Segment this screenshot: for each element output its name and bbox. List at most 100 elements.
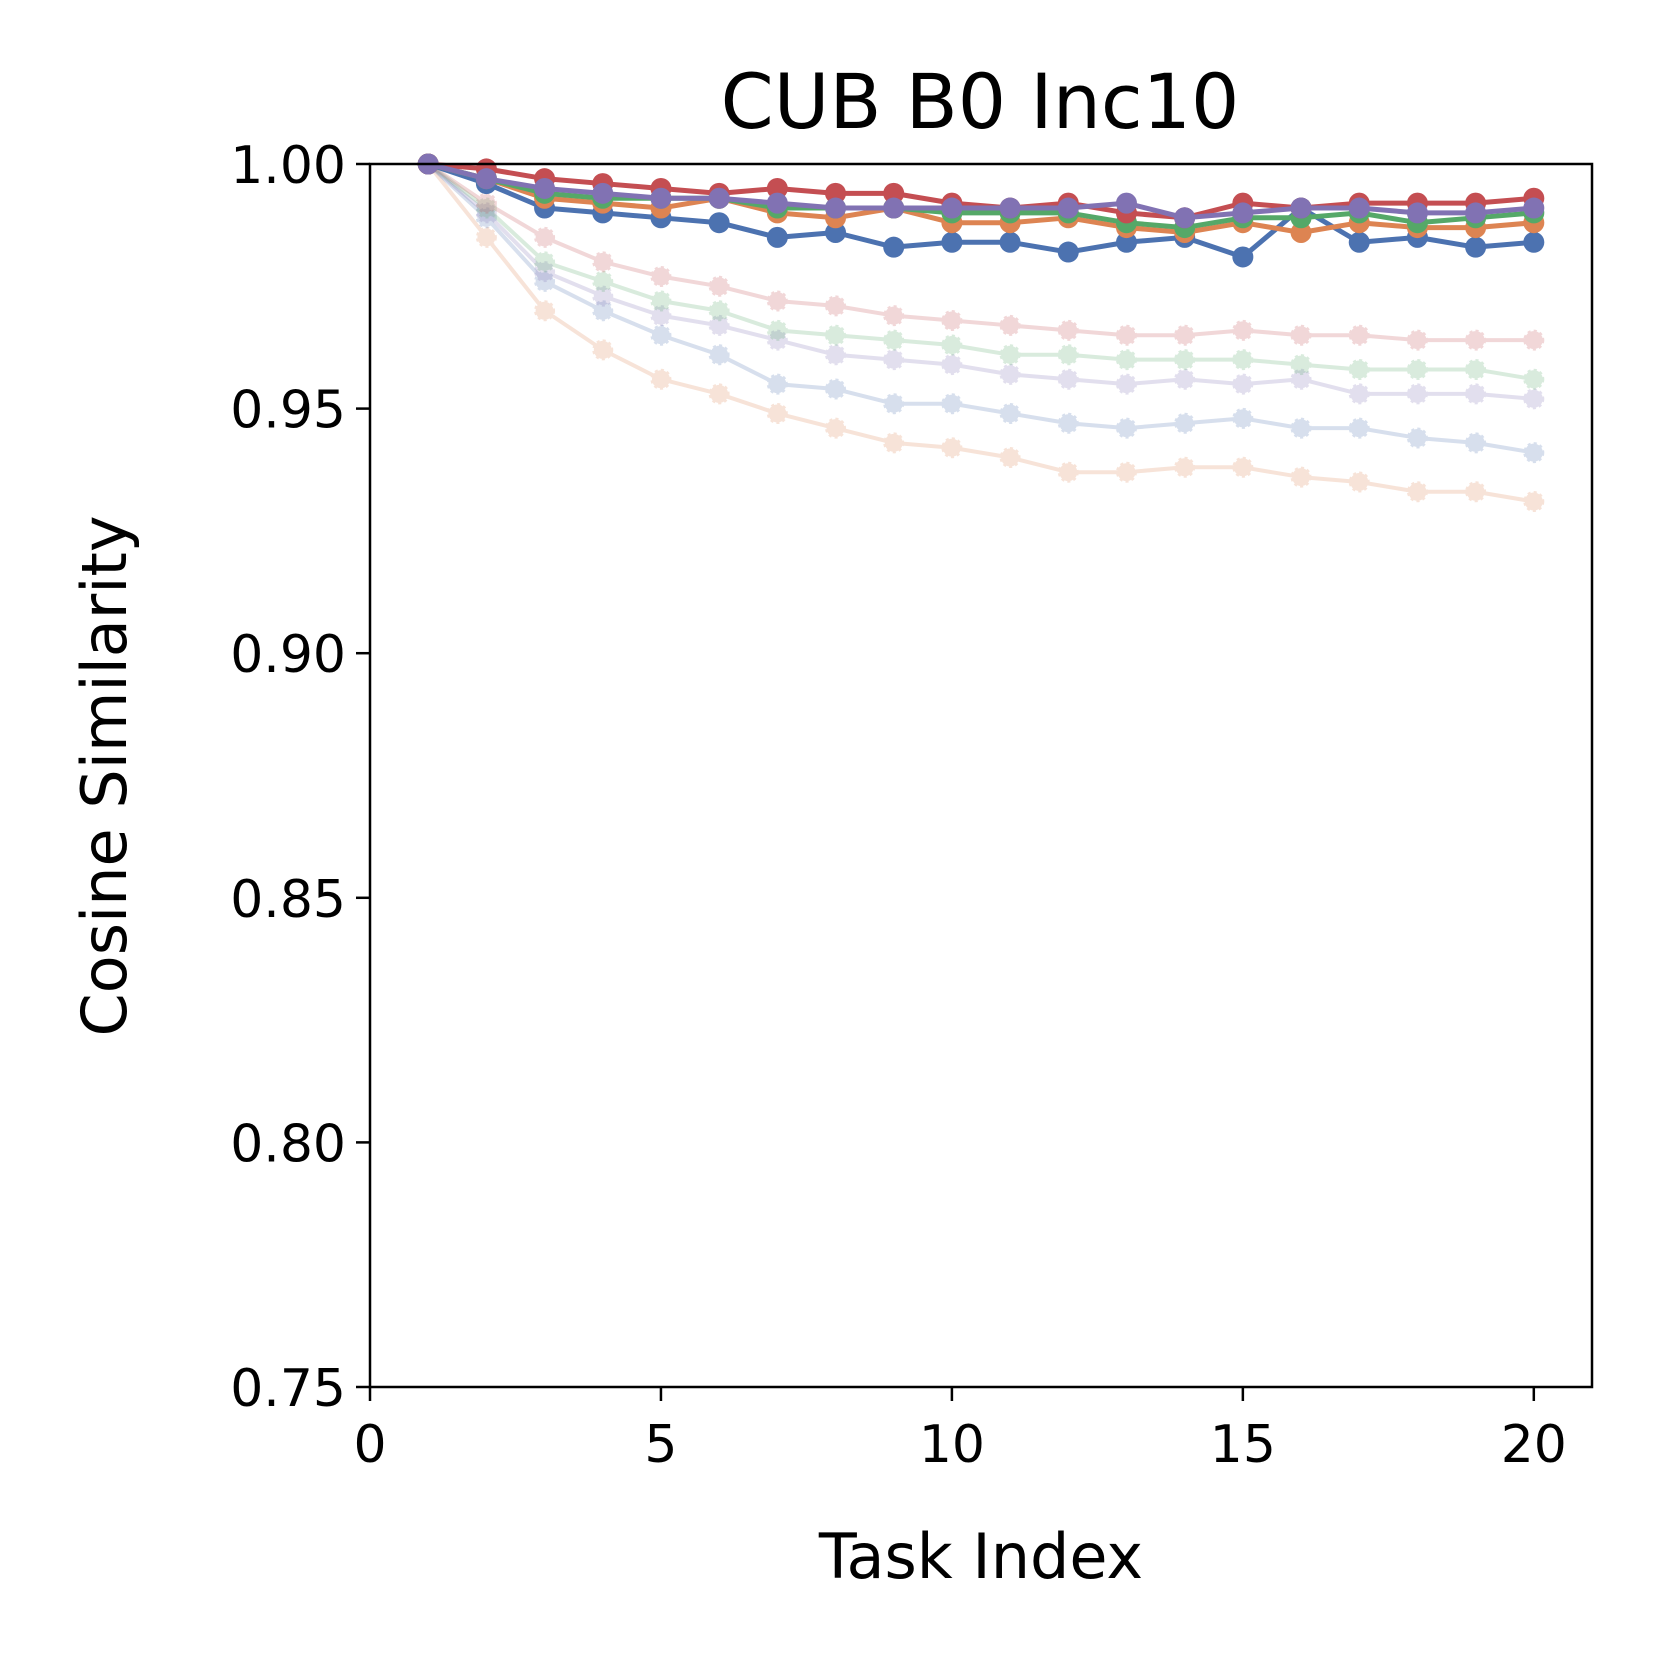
data-point [1115, 373, 1137, 395]
series-line [426, 162, 1535, 504]
data-point [999, 197, 1021, 219]
y-tick-label: 0.85 [230, 870, 346, 930]
y-tick-label: 1.00 [230, 136, 346, 196]
plot-frame [368, 162, 1594, 1389]
data-point [475, 168, 497, 190]
data-point [1174, 368, 1196, 390]
data-point [941, 354, 963, 376]
data-point [650, 324, 672, 346]
data-point [1406, 329, 1428, 351]
series-faded-2 [417, 153, 1545, 464]
data-point [1348, 324, 1370, 346]
data-point [1057, 368, 1079, 390]
series-solid-10 [417, 153, 1545, 229]
data-point [650, 305, 672, 327]
data-point [1174, 324, 1196, 346]
data-point [1290, 417, 1312, 439]
data-point [1465, 358, 1487, 380]
data-point [1115, 324, 1137, 346]
data-point [1465, 432, 1487, 454]
data-point [1465, 481, 1487, 503]
data-point [766, 192, 788, 214]
series-faded-4 [417, 153, 1545, 390]
series-faded-1 [417, 153, 1545, 513]
data-point [883, 197, 905, 219]
data-point [1290, 221, 1312, 243]
data-point [883, 393, 905, 415]
data-point [1174, 412, 1196, 434]
x-tick-label: 5 [644, 1415, 677, 1475]
data-point [650, 187, 672, 209]
data-point [941, 197, 963, 219]
data-point [592, 270, 614, 292]
data-point [1115, 349, 1137, 371]
data-point [999, 344, 1021, 366]
data-point [650, 266, 672, 288]
data-point [1290, 197, 1312, 219]
data-point [825, 221, 847, 243]
plot-area [417, 153, 1545, 513]
y-tick-label: 0.75 [230, 1359, 346, 1419]
data-point [1057, 197, 1079, 219]
data-point [999, 402, 1021, 424]
data-point [1406, 427, 1428, 449]
data-point [825, 182, 847, 204]
data-point [1174, 456, 1196, 478]
data-point [1465, 236, 1487, 258]
data-point [825, 344, 847, 366]
data-point [941, 231, 963, 253]
data-point [475, 197, 497, 219]
data-point [766, 402, 788, 424]
data-point [708, 275, 730, 297]
data-point [592, 300, 614, 322]
data-point [592, 285, 614, 307]
data-point [1232, 373, 1254, 395]
data-point [1406, 202, 1428, 224]
data-point [1115, 192, 1137, 214]
data-point [1174, 207, 1196, 229]
data-point [766, 329, 788, 351]
y-tick-label: 0.90 [230, 625, 346, 685]
data-point [941, 393, 963, 415]
data-point [1523, 442, 1545, 464]
data-point [534, 226, 556, 248]
data-point [941, 437, 963, 459]
data-point [1465, 383, 1487, 405]
data-point [592, 251, 614, 273]
series-faded-3 [417, 153, 1545, 410]
data-point [1406, 358, 1428, 380]
data-point [766, 290, 788, 312]
data-point [1523, 491, 1545, 513]
data-point [1348, 231, 1370, 253]
data-point [1057, 344, 1079, 366]
data-point [708, 212, 730, 234]
series-line [426, 162, 1534, 401]
x-tick-label: 20 [1501, 1415, 1567, 1475]
data-point [1406, 481, 1428, 503]
data-point [825, 197, 847, 219]
x-tick-label: 0 [353, 1415, 386, 1475]
data-point [1348, 417, 1370, 439]
data-point [999, 314, 1021, 336]
data-point [1057, 319, 1079, 341]
data-point [534, 261, 556, 283]
series-line [426, 162, 1535, 455]
data-point [941, 310, 963, 332]
data-point [1523, 329, 1545, 351]
data-point [592, 339, 614, 361]
data-point [1232, 407, 1254, 429]
data-point [825, 324, 847, 346]
x-axis: 0 5 10 15 20 [353, 1387, 1567, 1475]
data-point [1232, 319, 1254, 341]
data-point [1348, 358, 1370, 380]
data-point [1348, 197, 1370, 219]
data-point [1232, 456, 1254, 478]
data-point [883, 182, 905, 204]
data-point [1232, 246, 1254, 268]
data-point [883, 305, 905, 327]
y-tick-label: 0.80 [230, 1114, 346, 1174]
data-point [1232, 202, 1254, 224]
data-point [1115, 417, 1137, 439]
